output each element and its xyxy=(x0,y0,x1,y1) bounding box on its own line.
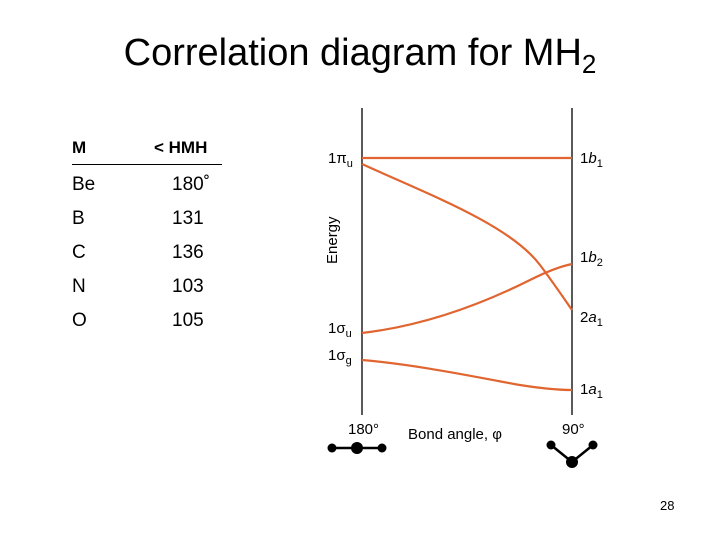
curve-1sigma-g-to-1a1 xyxy=(361,358,573,392)
row-metal: O xyxy=(72,310,87,331)
angle-180-label: 180° xyxy=(348,421,379,438)
header-angle: < HMH xyxy=(154,138,208,157)
table-row: N 103 xyxy=(72,276,232,310)
label-2a1-letter: a xyxy=(588,309,596,326)
label-1a1: 1a1 xyxy=(580,381,603,401)
label-1sigma-g-sub: g xyxy=(346,355,352,367)
label-1pi-u-sub: u xyxy=(347,158,353,170)
label-2a1-num: 2 xyxy=(580,309,588,326)
label-2a1-sub: 1 xyxy=(597,317,603,329)
label-2a1: 2a1 xyxy=(580,309,603,329)
label-1b2-sub: 2 xyxy=(597,257,603,269)
row-metal: Be xyxy=(72,174,96,195)
row-metal: N xyxy=(72,276,86,297)
row-angle: 136 xyxy=(172,242,204,263)
title-text: Correlation diagram for MH xyxy=(123,32,582,74)
label-1pi-u: 1πu xyxy=(328,150,353,170)
label-1sigma-u: 1σu xyxy=(328,320,352,340)
label-1sigma-u-main: 1σ xyxy=(328,320,346,337)
label-1b2-num: 1 xyxy=(580,249,588,266)
label-1sigma-u-sub: u xyxy=(346,328,352,340)
label-1sigma-g-main: 1σ xyxy=(328,347,346,364)
label-1a1-num: 1 xyxy=(580,381,588,398)
curve-1pi-u-to-2a1 xyxy=(361,162,573,311)
label-1b1-sub: 1 xyxy=(597,158,603,170)
table-row: O 105 xyxy=(72,310,232,344)
energy-axis-label: Energy xyxy=(324,216,341,264)
header-underline xyxy=(72,164,222,165)
label-1pi-u-main: 1π xyxy=(328,150,347,167)
row-angle: 105 xyxy=(172,310,204,331)
linear-molecule-icon xyxy=(327,442,387,454)
bent-molecule-icon xyxy=(546,440,598,468)
table-row: B 131 xyxy=(72,208,232,242)
row-metal: C xyxy=(72,242,86,263)
label-1b1-num: 1 xyxy=(580,150,588,167)
label-1sigma-g: 1σg xyxy=(328,347,352,367)
row-angle: 103 xyxy=(172,276,204,297)
header-metal: M xyxy=(72,138,87,157)
slide-title: Correlation diagram for MH2 xyxy=(0,32,720,80)
orbital-curves xyxy=(361,156,573,392)
label-1a1-letter: a xyxy=(588,381,596,398)
row-metal: B xyxy=(72,208,85,229)
label-1b1: 1b1 xyxy=(580,150,603,170)
label-1b1-letter: b xyxy=(588,150,596,167)
angle-90-label: 90° xyxy=(562,421,585,438)
row-angle: 131 xyxy=(172,208,204,229)
bond-angle-axis-label: Bond angle, φ xyxy=(408,426,502,443)
label-1b2-letter: b xyxy=(588,249,596,266)
label-1a1-sub: 1 xyxy=(597,389,603,401)
title-subscript: 2 xyxy=(581,49,597,79)
bond-angle-table: M < HMH Be 180˚ B 131 C 136 N 103 O 105 xyxy=(72,138,232,344)
label-1b2: 1b2 xyxy=(580,249,603,269)
curve-1sigma-u-to-1b2 xyxy=(361,262,573,335)
page-number: 28 xyxy=(660,498,675,513)
row-angle: 180˚ xyxy=(172,174,211,195)
table-row: C 136 xyxy=(72,242,232,276)
table-header-row: M < HMH xyxy=(72,138,232,174)
table-row: Be 180˚ xyxy=(72,174,232,208)
